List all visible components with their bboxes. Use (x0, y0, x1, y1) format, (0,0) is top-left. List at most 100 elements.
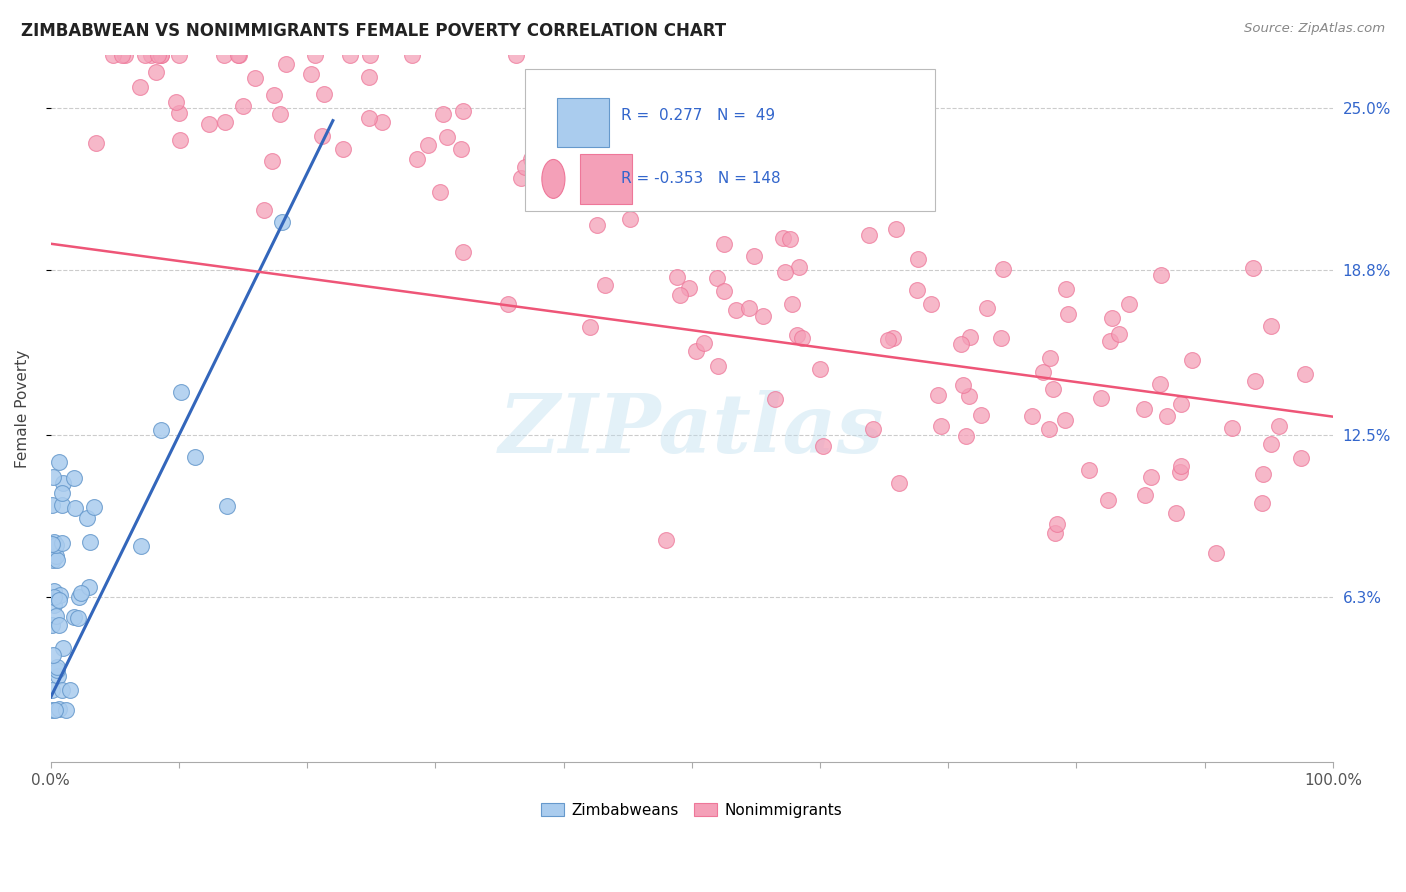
Point (655, 533, 678, 547)
Point (1038, 422, 1060, 436)
Point (114, 48, 136, 62)
Point (630, 100, 652, 114)
Point (370, 115, 392, 129)
Point (59, 683, 82, 698)
Point (679, 161, 702, 175)
Point (451, 103, 474, 118)
Point (46, 659, 69, 673)
Point (429, 186, 451, 200)
Point (678, 281, 700, 295)
Point (713, 284, 735, 298)
Point (685, 344, 707, 359)
Point (1253, 467, 1275, 481)
Point (763, 392, 786, 406)
Point (725, 302, 748, 317)
Text: R =  0.277   N =  49: R = 0.277 N = 49 (621, 108, 776, 123)
Point (929, 419, 952, 434)
Point (1170, 397, 1192, 411)
Point (786, 328, 808, 343)
Point (184, 450, 207, 464)
Point (44, 590, 66, 604)
Point (451, 244, 474, 259)
Point (150, 48, 173, 62)
Point (976, 301, 998, 315)
Point (1205, 546, 1227, 560)
Point (1097, 493, 1119, 508)
Point (212, 48, 235, 62)
Point (665, 269, 688, 284)
Point (42, 534, 65, 549)
Point (666, 154, 689, 169)
Point (1181, 353, 1204, 368)
Point (1108, 327, 1130, 342)
FancyBboxPatch shape (581, 154, 631, 203)
Point (1090, 392, 1112, 406)
Point (41, 537, 63, 551)
Point (558, 92, 581, 106)
Point (991, 261, 1014, 276)
Point (1267, 418, 1289, 433)
Point (263, 87, 285, 102)
Point (48, 618, 70, 632)
Point (955, 429, 977, 443)
Point (884, 222, 907, 236)
Point (45, 549, 67, 563)
Point (1021, 409, 1043, 424)
Point (450, 142, 472, 156)
Point (1164, 506, 1187, 520)
Point (707, 359, 730, 373)
Point (669, 288, 692, 302)
Point (167, 105, 190, 120)
Point (706, 270, 728, 285)
Point (1156, 409, 1178, 423)
Point (149, 48, 172, 62)
Point (498, 297, 520, 311)
Legend: Zimbabweans, Nonimmigrants: Zimbabweans, Nonimmigrants (533, 795, 851, 825)
Point (782, 297, 804, 311)
Point (41, 470, 63, 484)
Point (513, 160, 536, 174)
Point (359, 48, 381, 62)
Point (1099, 334, 1122, 349)
Point (418, 138, 440, 153)
Point (276, 57, 298, 71)
Point (141, 48, 163, 62)
Point (1140, 470, 1163, 484)
Point (858, 227, 880, 242)
Point (505, 48, 527, 62)
Point (51, 683, 73, 698)
Point (232, 99, 254, 113)
Point (1042, 382, 1064, 396)
Point (579, 320, 602, 334)
Point (1260, 437, 1282, 451)
Point (214, 114, 236, 128)
Point (77, 580, 100, 594)
Point (866, 162, 889, 177)
Point (228, 48, 250, 62)
Point (920, 296, 942, 310)
Point (311, 128, 333, 143)
Point (41, 703, 63, 717)
Point (169, 48, 191, 62)
Point (1053, 413, 1076, 427)
Point (693, 336, 716, 351)
Point (41, 682, 63, 697)
Point (1054, 282, 1077, 296)
Point (49, 588, 72, 602)
Point (882, 330, 904, 344)
Point (401, 48, 423, 62)
Point (46, 669, 69, 683)
Point (609, 155, 631, 169)
Point (42, 648, 65, 663)
Point (779, 232, 801, 246)
Point (169, 133, 191, 147)
Point (84, 136, 107, 151)
Point (62, 610, 84, 624)
Point (44, 703, 66, 717)
Point (887, 476, 910, 491)
Point (957, 389, 980, 403)
Point (41, 617, 63, 632)
Point (905, 283, 928, 297)
Text: R = -0.353   N = 148: R = -0.353 N = 148 (621, 171, 780, 186)
Point (793, 161, 815, 176)
